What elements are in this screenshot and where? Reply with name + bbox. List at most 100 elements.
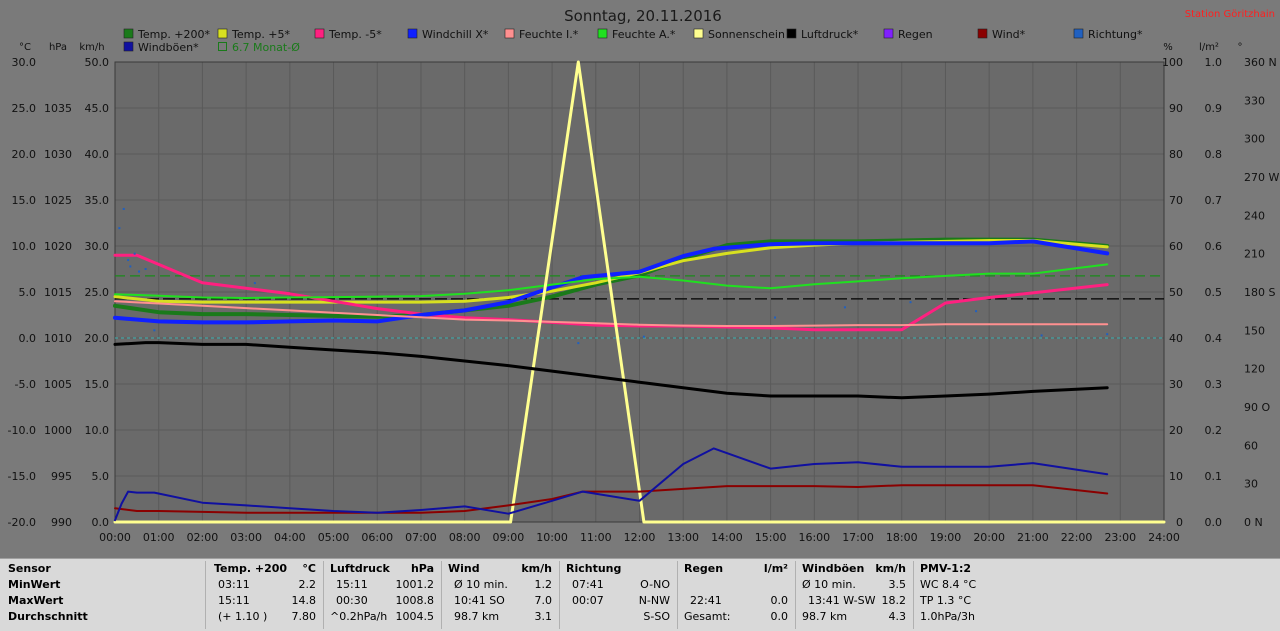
legend-swatch	[314, 28, 325, 39]
temp-tick-label: 0.0	[19, 332, 37, 345]
x-tick-label: 10:00	[536, 531, 568, 544]
x-tick-label: 20:00	[973, 531, 1005, 544]
x-tick-label: 03:00	[230, 531, 262, 544]
weather-chart: °C hPa km/h% l/m² ° 30.0 25.0 20.0 15.0 10.0 5.0 0.…	[8, 7, 1280, 544]
hum-unit-label: %	[1163, 42, 1173, 53]
press-unit: hPa	[410, 562, 434, 575]
x-tick-label: 16:00	[798, 531, 830, 544]
station-name: Station Göritzhain	[1185, 9, 1275, 20]
stats-gusts: Windböen km/h Ø 10 min. 3.5 13:41 W-SW 18.2…	[795, 561, 912, 629]
x-tick-label: 06:00	[361, 531, 393, 544]
x-tick-label: 19:00	[930, 531, 962, 544]
wind-avg-value: 3.1	[534, 610, 553, 623]
direction-point	[129, 265, 132, 268]
x-tick-label: 12:00	[624, 531, 656, 544]
wind-distance: 98.7 km	[454, 610, 500, 623]
temp-tick-label: 25.0	[12, 102, 37, 115]
legend-swatch	[693, 28, 704, 39]
rain-tick-label: 0.7	[1205, 194, 1223, 207]
direction-point	[138, 270, 141, 273]
dir-tick-label: 360 N	[1244, 56, 1277, 69]
x-tick-label: 01:00	[143, 531, 175, 544]
series-lines	[113, 60, 1166, 524]
temp-max-time: 15:11	[218, 594, 250, 607]
temp-tick-label: -10.0	[8, 424, 36, 437]
dir-tick-label: 60	[1244, 439, 1258, 452]
legend-swatch	[123, 28, 134, 39]
direction-point	[642, 335, 645, 338]
x-tick-label: 08:00	[449, 531, 481, 544]
wind-tick-label: 45.0	[85, 102, 110, 115]
direction-point	[1106, 333, 1109, 336]
press-tick-label: 1000	[44, 424, 72, 437]
press-tick-label: 1020	[44, 240, 72, 253]
legend-swatch	[407, 28, 418, 39]
press-max-time: 00:30	[336, 594, 368, 607]
dir-tick-label: 90 O	[1244, 401, 1270, 414]
wind-tick-label: 35.0	[85, 194, 110, 207]
wind-avg10-value: 1.2	[534, 578, 553, 591]
direction-point	[773, 316, 776, 319]
legend-label: Sonnenschein	[708, 28, 785, 41]
gust-header: Windböen	[802, 562, 865, 575]
legend-swatch	[883, 28, 894, 39]
x-tick-label: 11:00	[580, 531, 612, 544]
legend-label: Regen	[898, 28, 933, 41]
direction-point	[118, 227, 121, 230]
legend-swatch	[786, 28, 797, 39]
press-tick-label: 1025	[44, 194, 72, 207]
gust-distance: 98.7 km	[802, 610, 848, 623]
legend-swatch	[123, 41, 134, 52]
direction-point	[133, 252, 136, 255]
press-tick-label: 990	[51, 516, 72, 529]
hum-tick-label: 60	[1169, 240, 1183, 253]
x-tick-label: 04:00	[274, 531, 306, 544]
dir-tick-label: 120	[1244, 363, 1265, 376]
hum-tick-label: 70	[1169, 194, 1183, 207]
legend-label: Temp. -5*	[328, 28, 382, 41]
hum-tick-label: 30	[1169, 378, 1183, 391]
rain-tick-label: 0.3	[1205, 378, 1223, 391]
temp-min-time: 03:11	[218, 578, 250, 591]
hum-tick-label: 40	[1169, 332, 1183, 345]
x-tick-label: 05:00	[318, 531, 350, 544]
x-tick-label: 24:00	[1148, 531, 1180, 544]
press-min-value: 1001.2	[395, 578, 435, 591]
stats-sensor: Sensor MinWert MaxWert Durchschnitt	[6, 561, 202, 629]
hum-tick-label: 80	[1169, 148, 1183, 161]
rain-tick-label: 1.0	[1205, 56, 1223, 69]
dir-avg-value: S-SO	[643, 610, 670, 623]
wind-max-value: 7.0	[534, 594, 553, 607]
wind-unit: km/h	[521, 562, 552, 575]
direction-point	[1040, 334, 1043, 337]
wind-tick-label: 15.0	[85, 378, 110, 391]
rain-total-value: 0.0	[770, 610, 789, 623]
direction-points	[118, 207, 1109, 345]
direction-point	[153, 329, 156, 332]
dir-tick-label: 270 W	[1244, 171, 1279, 184]
direction-point	[843, 306, 846, 309]
dir-tick-label: 180 S	[1244, 286, 1275, 299]
press-header: Luftdruck	[330, 562, 390, 575]
axis-labels: °C hPa km/h% l/m² ° 30.0 25.0 20.0 15.0 10.0 5.0 0.…	[8, 42, 1280, 544]
temp-avg-value: 7.80	[291, 610, 317, 623]
dir-tick-label: 150	[1244, 324, 1265, 337]
wind-tick-label: 40.0	[85, 148, 110, 161]
press-tick-label: 1015	[44, 286, 72, 299]
stats-temperature: Temp. +200 °C 03:11 2.2 15:11 14.8 (+ 1.10 …	[205, 561, 322, 629]
direction-point	[127, 259, 130, 262]
stats-pmv: PMV-1:2 WC 8.4 °C TP 1.3 °C 1.0hPa/3h	[913, 561, 1034, 629]
dir-max-value: N-NW	[638, 594, 670, 607]
press-max-value: 1008.8	[395, 594, 435, 607]
direction-point	[122, 207, 125, 210]
legend-label: Richtung*	[1088, 28, 1143, 41]
x-tick-label: 07:00	[405, 531, 437, 544]
stats-rain: Regen l/m² 22:41 0.0 Gesamt: 0.0	[677, 561, 794, 629]
legend-label: Temp. +5*	[231, 28, 291, 41]
dir-max-time: 00:07	[572, 594, 604, 607]
pmv-header: PMV-1:2	[920, 562, 971, 575]
legend-swatch	[597, 28, 608, 39]
pmv-dewpoint: TP 1.3 °C	[920, 594, 972, 607]
sensor-header: Sensor	[8, 562, 51, 575]
rain-tick-label: 0.0	[1205, 516, 1223, 529]
